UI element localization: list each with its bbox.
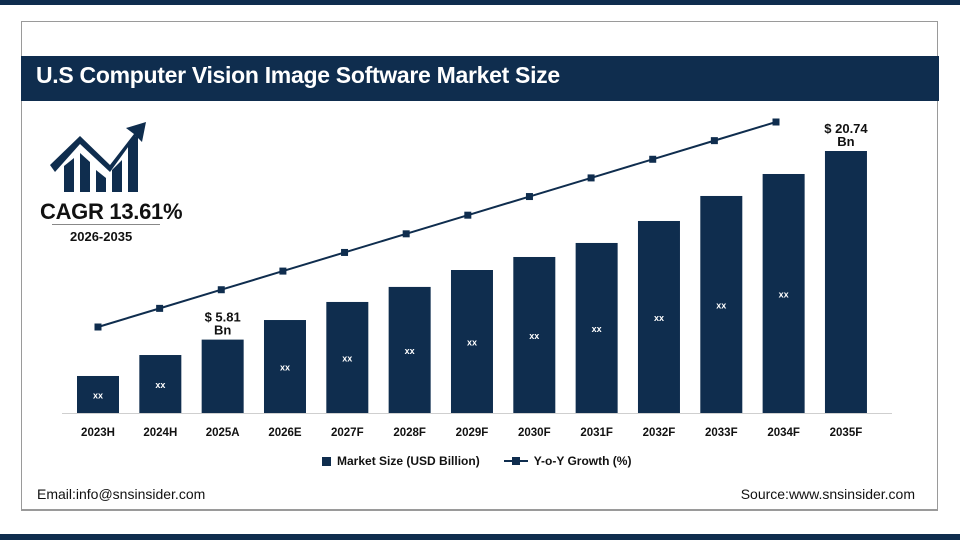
bar-label: xx: [779, 289, 789, 299]
bar-label: xx: [592, 324, 602, 334]
value-annotation-unit: Bn: [214, 323, 231, 338]
bar-label: xx: [93, 390, 103, 400]
bottom-stripe: [0, 534, 960, 540]
legend-bar-swatch: [322, 456, 331, 466]
x-tick-label: 2029F: [456, 427, 489, 439]
growth-marker: [94, 323, 102, 331]
growth-marker: [772, 118, 780, 126]
bar: [326, 301, 369, 413]
legend-line-label: Y-o-Y Growth (%): [533, 454, 632, 468]
legend: Market Size (USD Billion) Y-o-Y Growth (…: [322, 454, 631, 468]
bar: [139, 355, 182, 413]
bar-label: xx: [280, 363, 290, 373]
x-tick-label: 2023H: [81, 427, 115, 439]
x-tick-label: 2031F: [580, 427, 613, 439]
x-tick-label: 2027F: [331, 427, 364, 439]
growth-marker: [402, 230, 410, 238]
growth-marker: [649, 155, 657, 163]
card-frame: [21, 21, 938, 511]
bar: [388, 286, 431, 413]
value-annotation: $ 20.74: [824, 121, 868, 136]
bar-label: xx: [716, 300, 726, 310]
bar: [762, 173, 805, 413]
value-annotation: $ 5.81: [205, 310, 241, 325]
growth-marker: [341, 248, 349, 256]
x-tick-label: 2026E: [268, 427, 302, 439]
growth-marker: [710, 137, 718, 145]
bar-label: xx: [654, 313, 664, 323]
x-tick-label: 2033F: [705, 427, 738, 439]
bar-label: xx: [342, 353, 352, 363]
bar: [513, 256, 556, 413]
bar: [263, 320, 306, 413]
bar-label: xx: [155, 380, 165, 390]
x-tick-label: 2032F: [643, 427, 676, 439]
cagr-period: 2026-2035: [70, 229, 133, 244]
growth-line: [97, 121, 777, 328]
x-tick-label: 2024H: [143, 427, 177, 439]
growth-marker: [279, 267, 287, 275]
x-tick-label: 2025A: [206, 427, 240, 439]
x-tick-label: 2035F: [830, 427, 863, 439]
legend-bar-label: Market Size (USD Billion): [337, 454, 480, 468]
footer-email: Email:info@snsinsider.com: [37, 486, 206, 502]
x-tick-label: 2030F: [518, 427, 551, 439]
title-bar: [21, 56, 939, 101]
bar-label: xx: [529, 331, 539, 341]
growth-chart-arrow-icon: [50, 122, 146, 192]
bar: [637, 220, 680, 413]
bar: [450, 269, 493, 413]
growth-marker: [156, 304, 164, 312]
growth-marker: [464, 211, 472, 219]
growth-marker: [525, 193, 533, 201]
footer-source: Source:www.snsinsider.com: [740, 486, 915, 502]
bar: [77, 375, 119, 413]
cagr-value: CAGR 13.61%: [40, 199, 183, 224]
bar: [824, 151, 867, 413]
divider: [52, 224, 160, 225]
growth-marker: [217, 286, 225, 294]
bar-label: xx: [467, 337, 477, 347]
bar: [201, 339, 244, 413]
page-title: U.S Computer Vision Image Software Marke…: [36, 62, 560, 88]
top-stripe: [0, 0, 960, 5]
growth-marker: [587, 174, 595, 182]
bar-label: xx: [405, 346, 415, 356]
value-annotation-unit: Bn: [837, 134, 854, 149]
x-tick-label: 2028F: [393, 427, 426, 439]
legend-line-swatch: [503, 457, 528, 465]
x-tick-label: 2034F: [767, 427, 800, 439]
bar: [700, 195, 743, 413]
bar: [575, 242, 618, 413]
